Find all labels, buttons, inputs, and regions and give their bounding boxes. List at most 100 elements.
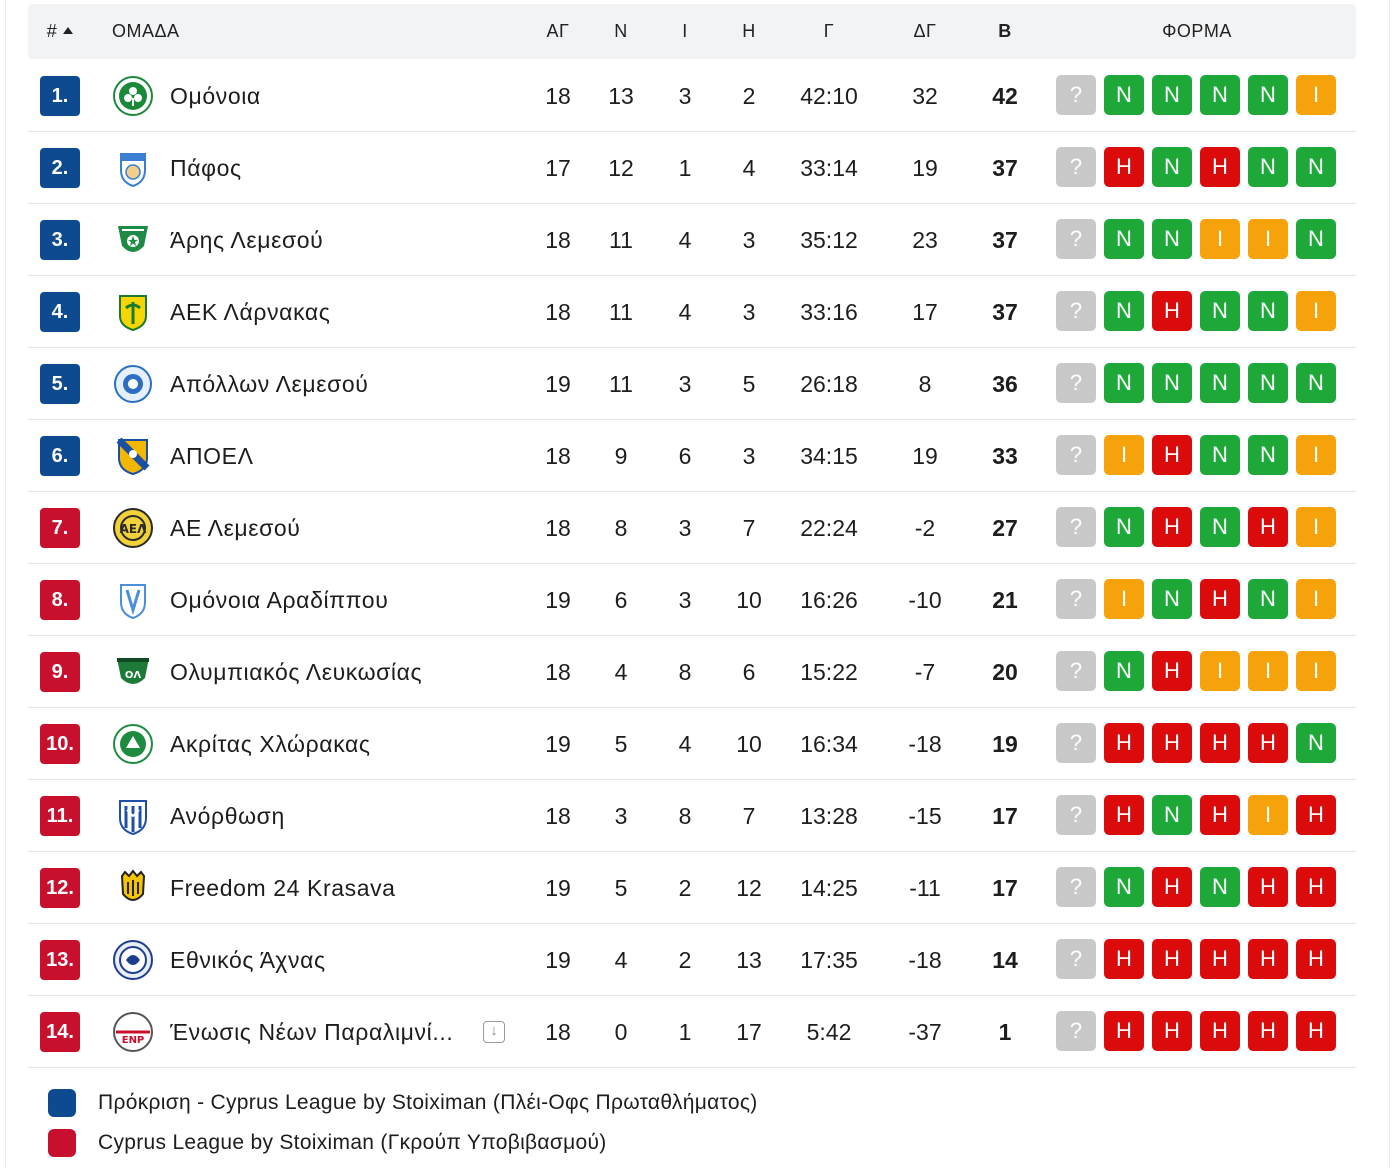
form-badge[interactable]: Ι (1296, 507, 1336, 547)
form-badge[interactable]: Η (1104, 147, 1144, 187)
form-badge[interactable]: Η (1296, 867, 1336, 907)
form-badge[interactable]: Ν (1248, 75, 1288, 115)
next-match-badge[interactable]: ? (1056, 75, 1096, 115)
form-badge[interactable]: Η (1200, 147, 1240, 187)
form-badge[interactable]: Ν (1152, 795, 1192, 835)
form-badge[interactable]: Ν (1296, 219, 1336, 259)
losses-header[interactable]: Η (742, 21, 756, 41)
form-badge[interactable]: Ν (1296, 363, 1336, 403)
team-name-link[interactable]: ΑΠΟΕΛ (170, 443, 254, 469)
form-badge[interactable]: Η (1248, 1011, 1288, 1051)
form-badge[interactable]: Η (1200, 939, 1240, 979)
form-badge[interactable]: Ι (1248, 795, 1288, 835)
form-badge[interactable]: Ν (1152, 579, 1192, 619)
next-match-badge[interactable]: ? (1056, 147, 1096, 187)
draws-header[interactable]: Ι (682, 21, 688, 41)
next-match-badge[interactable]: ? (1056, 219, 1096, 259)
next-match-badge[interactable]: ? (1056, 795, 1096, 835)
form-badge[interactable]: Η (1200, 795, 1240, 835)
team-name-link[interactable]: Ομόνοια Αραδίππου (170, 587, 389, 613)
enp-paralimni-logo[interactable]: ENP (113, 1012, 153, 1052)
form-badge[interactable]: Ν (1104, 75, 1144, 115)
table-row[interactable]: 9. ΟΛ Ολυμπιακός Λευκωσίας 18 4 8 6 15:22 -7 20? Ν… (28, 636, 1356, 708)
form-badge[interactable]: Η (1104, 723, 1144, 763)
form-badge[interactable]: Ν (1296, 723, 1336, 763)
form-badge[interactable]: Ν (1104, 651, 1144, 691)
form-badge[interactable]: Ν (1152, 75, 1192, 115)
form-badge[interactable]: Η (1248, 867, 1288, 907)
form-badge[interactable]: Ι (1296, 75, 1336, 115)
played-header[interactable]: ΑΓ (546, 21, 570, 41)
team-name-link[interactable]: Ακρίτας Χλώρακας (170, 731, 371, 757)
form-badge[interactable]: Ι (1296, 435, 1336, 475)
form-badge[interactable]: Η (1152, 291, 1192, 331)
form-badge[interactable]: Η (1104, 1011, 1144, 1051)
next-match-badge[interactable]: ? (1056, 867, 1096, 907)
table-row[interactable]: 12. Freedom 24 Krasava 19 5 2 12 14:25 -11 17? Ν Η… (28, 852, 1356, 924)
form-badge[interactable]: Ι (1248, 651, 1288, 691)
team-name-link[interactable]: ΑΕΚ Λάρνακας (170, 299, 331, 325)
next-match-badge[interactable]: ? (1056, 435, 1096, 475)
form-badge[interactable]: Ι (1104, 435, 1144, 475)
form-badge[interactable]: Ν (1200, 867, 1240, 907)
table-row[interactable]: 10. Ακρίτας Χλώρακας 19 5 4 10 16:34 -18 19? Η Η Η Η… (28, 708, 1356, 780)
next-match-badge[interactable]: ? (1056, 939, 1096, 979)
form-badge[interactable]: Ι (1200, 219, 1240, 259)
omonoia-aradippou-logo[interactable] (113, 580, 153, 620)
anorthosis-logo[interactable] (113, 796, 153, 836)
wins-header[interactable]: Ν (614, 21, 628, 41)
olympiakos-nicosia-logo[interactable]: ΟΛ (113, 652, 153, 692)
table-row[interactable]: 5. Απόλλων Λεμεσού 19 11 3 5 26:18 8 36? Ν Ν Ν Ν Ν (28, 348, 1356, 420)
team-name-link[interactable]: Ένωσις Νέων Παραλιμνί... (170, 1019, 454, 1045)
form-badge[interactable]: Ν (1152, 147, 1192, 187)
form-badge[interactable]: Ν (1200, 363, 1240, 403)
table-row[interactable]: 8. Ομόνοια Αραδίππου 19 6 3 10 16:26 -10 21? Ι Ν Η Ν… (28, 564, 1356, 636)
team-name-link[interactable]: Freedom 24 Krasava (170, 875, 396, 901)
form-badge[interactable]: Ν (1248, 579, 1288, 619)
team-name-link[interactable]: Ολυμπιακός Λευκωσίας (170, 659, 423, 685)
ethnikos-achna-logo[interactable] (113, 940, 153, 980)
form-badge[interactable]: Ν (1200, 435, 1240, 475)
table-row[interactable]: 11. Ανόρθωση 18 3 8 7 13:28 -15 17? Η Ν Η Ι Η (28, 780, 1356, 852)
form-badge[interactable]: Ι (1296, 579, 1336, 619)
team-name-link[interactable]: Εθνικός Άχνας (170, 947, 326, 973)
form-badge[interactable]: Η (1152, 723, 1192, 763)
form-badge[interactable]: Η (1248, 939, 1288, 979)
points-header[interactable]: Β (998, 21, 1012, 41)
form-badge[interactable]: Ν (1248, 363, 1288, 403)
next-match-badge[interactable]: ? (1056, 579, 1096, 619)
next-match-badge[interactable]: ? (1056, 1011, 1096, 1051)
table-row[interactable]: 13. Εθνικός Άχνας 19 4 2 13 17:35 -18 14? Η Η Η Η Η (28, 924, 1356, 996)
form-badge[interactable]: Ι (1248, 219, 1288, 259)
form-badge[interactable]: Ν (1104, 867, 1144, 907)
krasava-logo[interactable] (113, 868, 153, 908)
form-badge[interactable]: Η (1152, 507, 1192, 547)
form-badge[interactable]: Η (1248, 507, 1288, 547)
team-name-link[interactable]: Απόλλων Λεμεσού (170, 371, 369, 397)
goal-diff-header[interactable]: ΔΓ (913, 21, 937, 41)
next-match-badge[interactable]: ? (1056, 723, 1096, 763)
akritas-chlorakas-logo[interactable] (113, 724, 153, 764)
form-badge[interactable]: Ν (1200, 291, 1240, 331)
team-name-link[interactable]: Άρης Λεμεσού (170, 227, 324, 253)
table-row[interactable]: 14. ENP Ένωσις Νέων Παραλιμνί... ↓ 18 0 1 17 5:4… (28, 996, 1356, 1068)
table-row[interactable]: 4. ΑΕΚ Λάρνακας 18 11 4 3 33:16 17 37? Ν Η Ν Ν Ι (28, 276, 1356, 348)
form-badge[interactable]: Ν (1104, 219, 1144, 259)
form-badge[interactable]: Η (1248, 723, 1288, 763)
form-badge[interactable]: Η (1152, 435, 1192, 475)
pafos-logo[interactable] (113, 148, 153, 188)
team-header[interactable]: ΟΜΑΔΑ (112, 21, 180, 41)
table-row[interactable]: 2. Πάφος 17 12 1 4 33:14 19 37? Η Ν Η Ν Ν (28, 132, 1356, 204)
aris-limassol-logo[interactable] (113, 220, 153, 260)
next-match-badge[interactable]: ? (1056, 363, 1096, 403)
goals-header[interactable]: Γ (823, 21, 835, 41)
form-badge[interactable]: Ν (1200, 75, 1240, 115)
table-row[interactable]: 6. ΑΠΟΕΛ 18 9 6 3 34:15 19 33? Ι Η Ν Ν Ι (28, 420, 1356, 492)
apoel-logo[interactable] (113, 436, 153, 476)
table-row[interactable]: 1. Ομόνοια 18 13 3 2 42:10 32 42? Ν Ν Ν Ν Ι (28, 60, 1356, 132)
team-name-link[interactable]: Ανόρθωση (170, 803, 285, 829)
form-badge[interactable]: Η (1152, 867, 1192, 907)
form-badge[interactable]: Η (1200, 1011, 1240, 1051)
form-badge[interactable]: Ι (1200, 651, 1240, 691)
form-badge[interactable]: Ι (1296, 651, 1336, 691)
